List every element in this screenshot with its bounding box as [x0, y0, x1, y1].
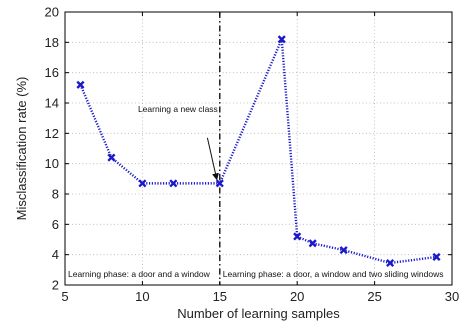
y-tick-label: 2 [52, 278, 59, 293]
y-axis-label: Misclassification rate (%) [14, 77, 29, 221]
x-tick-label: 15 [213, 289, 227, 304]
annotation-arrow [206, 137, 219, 181]
data-point-marker [277, 35, 286, 44]
series [76, 35, 441, 268]
x-tick-label: 5 [61, 289, 68, 304]
x-tick-label: 30 [445, 289, 459, 304]
data-point-marker [339, 246, 348, 255]
x-tick-label: 10 [135, 289, 149, 304]
data-point-marker [386, 258, 395, 268]
data-point-marker [432, 252, 441, 261]
data-point-marker [138, 179, 147, 188]
x-axis-label: Number of learning samples [177, 306, 340, 321]
y-tick-label: 4 [52, 247, 59, 262]
y-tick-label: 16 [45, 65, 59, 80]
x-tick-label: 25 [367, 289, 381, 304]
y-tick-label: 10 [45, 156, 59, 171]
x-tick-label: 20 [290, 289, 304, 304]
grid [65, 12, 452, 285]
y-tick-label: 18 [45, 35, 59, 50]
y-tick-label: 20 [45, 5, 59, 20]
y-tick-label: 8 [52, 187, 59, 202]
y-tick-label: 12 [45, 126, 59, 141]
plot-frame [64, 11, 453, 286]
annotation-new-class: Learning a new class [138, 104, 218, 114]
data-point-marker [215, 179, 224, 188]
y-tick-label: 14 [45, 96, 59, 111]
y-tick-label: 6 [52, 217, 59, 232]
data-point-marker [107, 153, 116, 162]
data-point-marker [308, 239, 317, 248]
axis-ticks: 5 10 15 20 25 30 2 4 6 8 10 12 14 16 18 20 [45, 5, 460, 305]
data-point-marker [293, 232, 302, 241]
data-point-marker [169, 179, 178, 188]
data-point-marker [76, 80, 85, 89]
annotation-phase2: Learning phase: a door, a window and two… [223, 269, 444, 279]
annotation-phase1: Learning phase: a door and a window [68, 269, 211, 279]
